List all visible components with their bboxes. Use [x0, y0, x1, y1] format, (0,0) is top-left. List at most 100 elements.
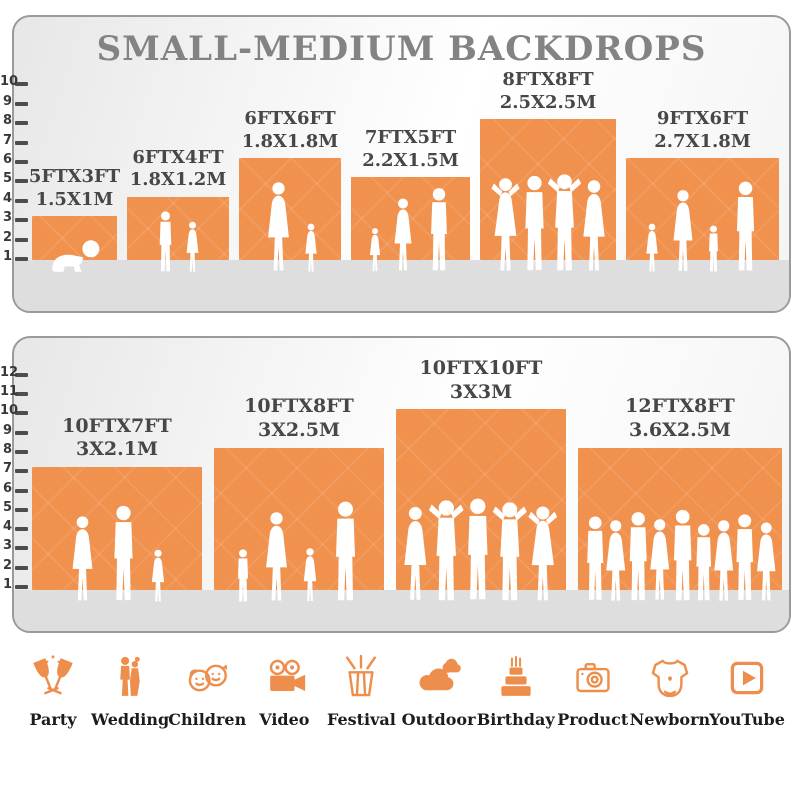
ruler-tick [15, 411, 28, 416]
ruler-tick [15, 507, 28, 512]
silhouette-group [626, 181, 779, 273]
birthday-icon [490, 652, 542, 704]
category-label: Video [259, 710, 310, 729]
ruler-tick [15, 140, 28, 145]
ruler-tick-label: 3 [2, 210, 12, 226]
silhouette-group [480, 173, 616, 273]
figure-woman-silhouette [258, 511, 295, 603]
backdrop-bar-5ftx3ft [32, 216, 117, 260]
ruler-tick-label: 5 [2, 171, 12, 187]
studio-floor [14, 590, 789, 631]
category-newborn: Newborn [630, 652, 710, 729]
figure-man-silhouette [325, 501, 366, 603]
ruler-tick-label: 7 [2, 132, 12, 148]
backdrop-size-ft: 10FTX8FT [244, 395, 354, 418]
ruler-tick-label: 8 [2, 113, 12, 129]
backdrop-size-label: 10FTX10FT 3X3M [381, 357, 581, 405]
backdrop-size-m: 1.8X1.2M [129, 169, 227, 191]
silhouette-group [239, 181, 341, 273]
ruler-tick-label: 6 [2, 152, 12, 167]
backdrop-bar-10ftx8ft [214, 447, 384, 590]
backdrop-size-m: 1.8X1.8M [241, 130, 339, 152]
figure-woman-silhouette [65, 515, 100, 603]
small-backdrops-panel: SMALL-MEDIUM BACKDROPS 5FTX3FT 1.5X1M 6FTX… [12, 15, 791, 313]
ruler-tick [15, 257, 28, 261]
ruler-tick-label: 11 [0, 384, 19, 399]
backdrop-size-label: 6FTX4FT 1.8X1.2M [78, 147, 278, 192]
wedding-icon [104, 652, 156, 704]
figure-woman-silhouette [260, 181, 297, 273]
silhouette-group [351, 187, 470, 273]
category-video: Video [247, 652, 321, 729]
backdrop-size-ft: 12FTX8FT [625, 395, 735, 418]
backdrop-size-ft: 8FTX8FT [502, 69, 594, 91]
silhouette-group [214, 501, 384, 603]
category-row: Party Wedding Children Video Festival Outdoor… [0, 652, 800, 729]
category-youtube: YouTube [709, 652, 785, 729]
figure-girl-silhouette [301, 223, 321, 273]
ruler-tick [15, 198, 28, 203]
category-party: Party [16, 652, 90, 729]
category-birthday: Birthday [476, 652, 555, 729]
category-product: Product [556, 652, 630, 729]
backdrop-size-m: 1.5X1M [35, 188, 114, 210]
page-title: SMALL-MEDIUM BACKDROPS [96, 29, 707, 69]
silhouette-group [127, 211, 229, 273]
ruler-tick-label: 2 [2, 229, 12, 245]
backdrop-size-label: 8FTX8FT 2.5X2.5M [448, 69, 648, 114]
ruler-tick [15, 237, 28, 242]
backdrop-bar-10ftx10ft [396, 409, 566, 590]
ruler-tick-label: 4 [2, 190, 12, 206]
backdrop-size-m: 3X2.1M [75, 438, 159, 461]
backdrop-size-ft: 7FTX5FT [364, 127, 457, 149]
backdrop-size-m: 2.2X1.5M [362, 149, 459, 171]
ruler-tick-label: 1 [2, 577, 12, 592]
ruler-tick [15, 101, 28, 106]
backdrop-bar-6ftx6ft [239, 158, 341, 260]
ruler-tick [15, 372, 28, 377]
silhouette-group [32, 505, 202, 603]
category-children: Children [168, 652, 246, 729]
category-label: Party [29, 710, 77, 729]
backdrop-size-label: 5FTX3FT 1.5X1M [14, 166, 175, 211]
product-icon [567, 652, 619, 704]
backdrop-size-label: 7FTX5FT 2.2X1.5M [311, 127, 511, 172]
backdrop-size-m: 3.6X2.5M [629, 419, 731, 442]
category-festival: Festival [324, 652, 398, 729]
figure-girl-silhouette [182, 221, 203, 273]
ruler-tick [15, 179, 28, 184]
backdrop-size-label: 10FTX7FT 3X2.1M [17, 415, 217, 463]
figure-girl-silhouette [299, 547, 321, 603]
category-label: YouTube [709, 710, 785, 729]
ruler-tick-label: 7 [2, 461, 12, 477]
backdrop-size-ft: 9FTX6FT [656, 108, 749, 129]
ruler-tick-label: 9 [2, 422, 12, 438]
figure-baby-silhouette [45, 239, 104, 273]
ruler-tick [15, 565, 28, 570]
figure-man-silhouette [727, 181, 764, 273]
figure-posewoman-silhouette [520, 505, 566, 603]
figure-woman-silhouette [666, 189, 700, 273]
ruler-tick [15, 585, 28, 589]
ruler-tick-label: 10 [0, 403, 19, 419]
newborn-icon [644, 652, 696, 704]
ruler-tick [15, 527, 28, 532]
category-label: Birthday [476, 710, 555, 729]
ruler-tick-label: 9 [2, 93, 12, 109]
figure-boy-silhouette [232, 549, 254, 603]
backdrop-size-ft: 5FTX3FT [28, 166, 121, 188]
youtube-icon [721, 652, 773, 704]
ruler-tick-label: 3 [2, 538, 12, 554]
festival-icon [335, 652, 387, 704]
category-label: Product [557, 710, 629, 729]
backdrop-size-ft: 10FTX7FT [62, 414, 172, 437]
ruler-tick [15, 82, 28, 87]
ruler-tick [15, 430, 28, 435]
ruler-tick [15, 121, 28, 126]
category-outdoor: Outdoor [402, 652, 476, 729]
silhouette-group [578, 509, 782, 603]
figure-girl-silhouette [642, 223, 662, 273]
ruler-tick-label: 8 [2, 441, 12, 457]
category-label: Festival [326, 710, 396, 729]
